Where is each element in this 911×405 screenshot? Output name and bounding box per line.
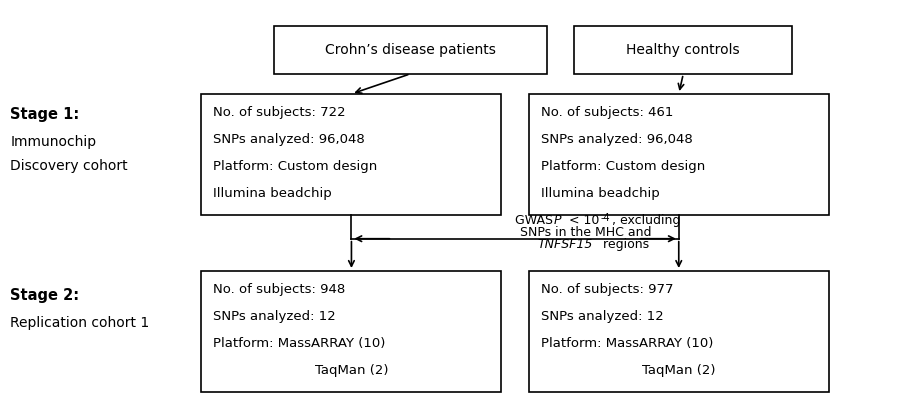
Text: SNPs analyzed: 12: SNPs analyzed: 12 (540, 310, 662, 323)
Text: Discovery cohort: Discovery cohort (10, 159, 128, 173)
FancyBboxPatch shape (201, 271, 501, 392)
Text: TaqMan (2): TaqMan (2) (641, 364, 715, 377)
Text: regions: regions (599, 238, 648, 251)
FancyBboxPatch shape (201, 94, 501, 215)
Text: TaqMan (2): TaqMan (2) (314, 364, 388, 377)
Text: SNPs analyzed: 96,048: SNPs analyzed: 96,048 (540, 133, 691, 146)
Text: Platform: MassARRAY (10): Platform: MassARRAY (10) (213, 337, 385, 350)
Text: , excluding: , excluding (611, 214, 680, 227)
Text: Illumina beadchip: Illumina beadchip (540, 187, 659, 200)
Text: -4: -4 (600, 213, 609, 223)
Text: No. of subjects: 977: No. of subjects: 977 (540, 283, 672, 296)
FancyBboxPatch shape (528, 94, 828, 215)
Text: Illumina beadchip: Illumina beadchip (213, 187, 332, 200)
Text: TNFSF15: TNFSF15 (537, 238, 592, 251)
Text: No. of subjects: 461: No. of subjects: 461 (540, 106, 672, 119)
FancyBboxPatch shape (574, 26, 792, 74)
Text: SNPs in the MHC and: SNPs in the MHC and (519, 226, 650, 239)
FancyBboxPatch shape (274, 26, 547, 74)
Text: Platform: Custom design: Platform: Custom design (213, 160, 377, 173)
FancyBboxPatch shape (528, 271, 828, 392)
Text: Platform: Custom design: Platform: Custom design (540, 160, 704, 173)
Text: P: P (553, 214, 560, 227)
Text: SNPs analyzed: 12: SNPs analyzed: 12 (213, 310, 335, 323)
Text: Stage 1:: Stage 1: (10, 107, 79, 121)
Text: GWAS: GWAS (515, 214, 557, 227)
Text: Healthy controls: Healthy controls (626, 43, 740, 57)
Text: Stage 2:: Stage 2: (10, 288, 79, 303)
Text: SNPs analyzed: 96,048: SNPs analyzed: 96,048 (213, 133, 364, 146)
Text: No. of subjects: 948: No. of subjects: 948 (213, 283, 345, 296)
Text: No. of subjects: 722: No. of subjects: 722 (213, 106, 345, 119)
Text: Platform: MassARRAY (10): Platform: MassARRAY (10) (540, 337, 712, 350)
Text: Immunochip: Immunochip (10, 135, 97, 149)
Text: Replication cohort 1: Replication cohort 1 (10, 316, 149, 330)
Text: Crohn’s disease patients: Crohn’s disease patients (324, 43, 496, 57)
Text: < 10: < 10 (565, 214, 599, 227)
